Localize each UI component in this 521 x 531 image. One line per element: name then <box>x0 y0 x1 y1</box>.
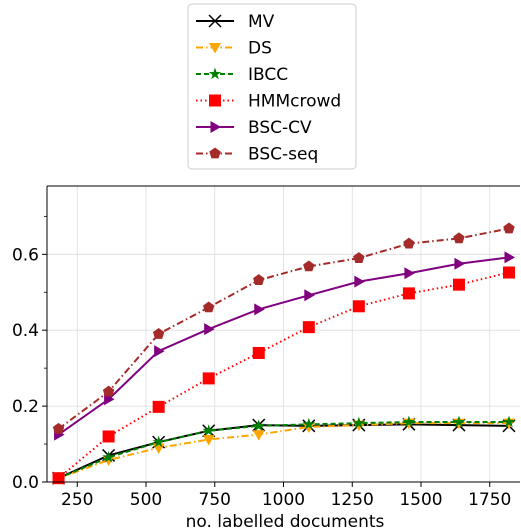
series-line-bsc-cv <box>57 256 510 436</box>
series-layer <box>52 222 516 485</box>
x-tick-label: 1750 <box>468 490 511 510</box>
data-point-ibcc <box>152 435 165 448</box>
legend-marker-bsc-cv <box>210 121 221 133</box>
data-point-ds <box>202 434 215 446</box>
data-point-bsc-cv <box>354 275 365 288</box>
data-point-bsc-seq <box>202 301 215 313</box>
legend-marker-mv-stroke <box>208 14 222 28</box>
data-point-ibcc <box>352 416 366 429</box>
legend-marker-mv <box>208 14 222 28</box>
x-tick-label: 1500 <box>399 490 442 510</box>
data-point-hmmcrowd <box>402 287 415 300</box>
x-tick-label: 250 <box>61 490 93 510</box>
legend-item-bsc-cv: BSC-CV <box>196 118 312 138</box>
legend-item-ibcc: IBCC <box>196 65 288 85</box>
data-point-bsc-seq <box>152 328 165 339</box>
data-point-hmmcrowd <box>352 300 365 313</box>
x-axis-label: no. labelled documents <box>186 512 385 531</box>
y-tick-label: 0.4 <box>12 321 39 341</box>
data-point-bsc-cv <box>254 303 265 316</box>
y-tick-label: 0.2 <box>12 397 39 417</box>
data-point-ibcc <box>402 415 416 428</box>
legend-item-hmmcrowd: HMMcrowd <box>196 92 341 112</box>
legend-marker-hmmcrowd <box>209 94 221 107</box>
x-tick-label: 1250 <box>331 490 374 510</box>
data-point-bsc-cv <box>204 323 215 336</box>
data-point-ibcc <box>502 415 516 428</box>
data-point-bsc-cv <box>404 267 415 280</box>
legend-label-ds: DS <box>248 39 272 59</box>
data-point-ibcc <box>202 424 215 437</box>
legend-label-mv: MV <box>248 12 275 32</box>
legend-label-ibcc: IBCC <box>248 65 288 85</box>
data-point-bsc-cv <box>154 345 165 358</box>
legend-marker-bsc-seq <box>209 147 221 159</box>
data-point-bsc-cv <box>504 251 515 264</box>
data-point-bsc-seq <box>503 222 515 234</box>
data-point-bsc-seq <box>353 252 365 263</box>
data-point-bsc-seq <box>52 422 65 434</box>
data-point-ibcc <box>252 419 265 432</box>
data-point-hmmcrowd <box>302 321 315 334</box>
data-point-bsc-cv <box>304 289 315 302</box>
x-tick-label: 500 <box>130 490 162 510</box>
legend-item-mv: MV <box>196 12 275 32</box>
data-point-hmmcrowd <box>202 372 215 385</box>
series-bsc-seq <box>52 222 515 434</box>
x-tick-label: 750 <box>199 490 231 510</box>
y-ticks: 0.0 0.2 0.4 0.6 <box>12 215 47 493</box>
legend-marker-ibcc <box>208 67 222 80</box>
x-ticks: 250 500 750 1000 1250 1500 1750 <box>61 482 511 510</box>
data-point-bsc-seq <box>453 232 465 244</box>
data-point-ibcc <box>452 415 466 428</box>
data-point-bsc-seq <box>303 260 315 272</box>
y-tick-label: 0.0 <box>12 473 39 493</box>
series-bsc-cv <box>54 251 515 441</box>
legend-label-hmmcrowd: HMMcrowd <box>248 92 341 112</box>
data-point-hmmcrowd <box>152 400 165 413</box>
data-point-bsc-seq <box>102 385 115 397</box>
data-point-hmmcrowd <box>52 472 65 485</box>
data-point-bsc-seq <box>253 274 265 285</box>
legend-label-bsc-seq: BSC-seq <box>248 145 318 165</box>
legend-label-bsc-cv: BSC-CV <box>248 118 312 138</box>
data-point-ds <box>252 430 265 441</box>
data-point-hmmcrowd <box>102 430 115 443</box>
legend-item-ds: DS <box>196 39 272 59</box>
data-point-hmmcrowd <box>503 266 515 279</box>
data-point-ibcc <box>302 417 315 430</box>
data-point-hmmcrowd <box>252 346 265 359</box>
y-tick-label: 0.6 <box>12 245 39 265</box>
legend: MV DS IBCC HMMcrowd BSC-CV BSC-seq <box>187 3 357 170</box>
series-line-ibcc <box>58 421 509 480</box>
series-hmmcrowd <box>52 266 515 485</box>
data-point-hmmcrowd <box>452 278 465 291</box>
series-line-bsc-seq <box>57 227 510 430</box>
data-point-bsc-cv <box>454 257 465 270</box>
legend-marker-ds <box>209 43 221 54</box>
legend-item-bsc-seq: BSC-seq <box>196 145 318 165</box>
x-tick-label: 1000 <box>262 490 305 510</box>
data-point-ibcc <box>102 450 115 463</box>
data-point-bsc-seq <box>403 237 415 249</box>
data-point-ds <box>302 422 315 433</box>
series-line-ds <box>58 422 509 480</box>
